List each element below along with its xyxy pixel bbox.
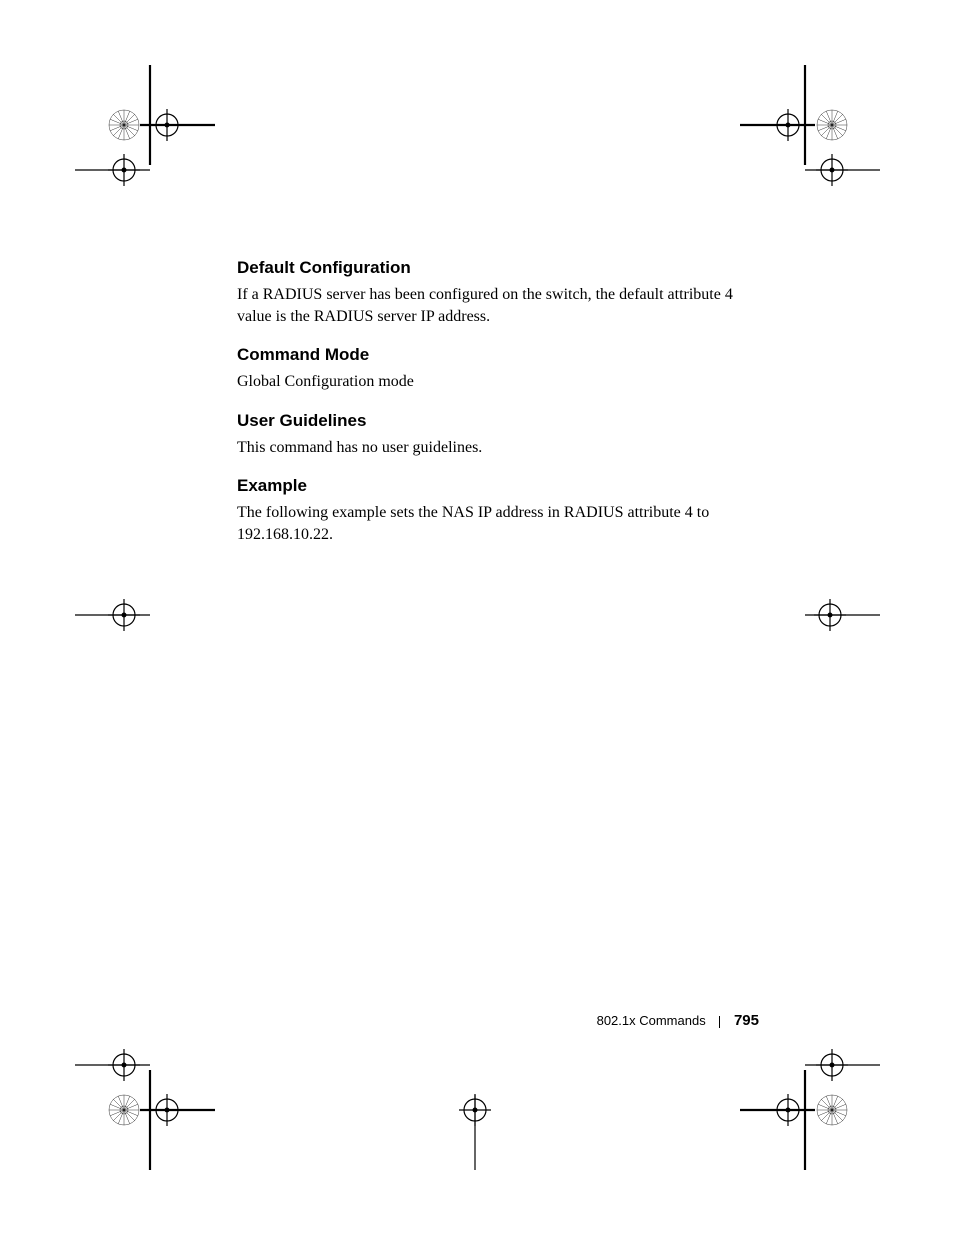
page-content: Default Configuration If a RADIUS server… [237,258,755,564]
body-command-mode: Global Configuration mode [237,371,755,393]
regmark-mid-left [75,595,155,635]
body-default-config: If a RADIUS server has been configured o… [237,284,755,327]
heading-default-config: Default Configuration [237,258,755,278]
body-example: The following example sets the NAS IP ad… [237,502,755,545]
regmark-bottom-center [455,1090,495,1170]
regmark-mid-right [800,595,880,635]
page-footer: 802.1x Commands 795 [597,1012,759,1029]
regmark-top-right [740,65,880,215]
footer-section: 802.1x Commands [597,1013,706,1028]
regmark-bottom-left [75,1030,215,1180]
heading-command-mode: Command Mode [237,345,755,365]
regmark-bottom-right [740,1030,880,1180]
heading-example: Example [237,476,755,496]
regmark-top-left [75,65,215,215]
body-user-guidelines: This command has no user guidelines. [237,437,755,459]
footer-separator [719,1016,720,1028]
footer-page-number: 795 [734,1012,759,1029]
heading-user-guidelines: User Guidelines [237,411,755,431]
